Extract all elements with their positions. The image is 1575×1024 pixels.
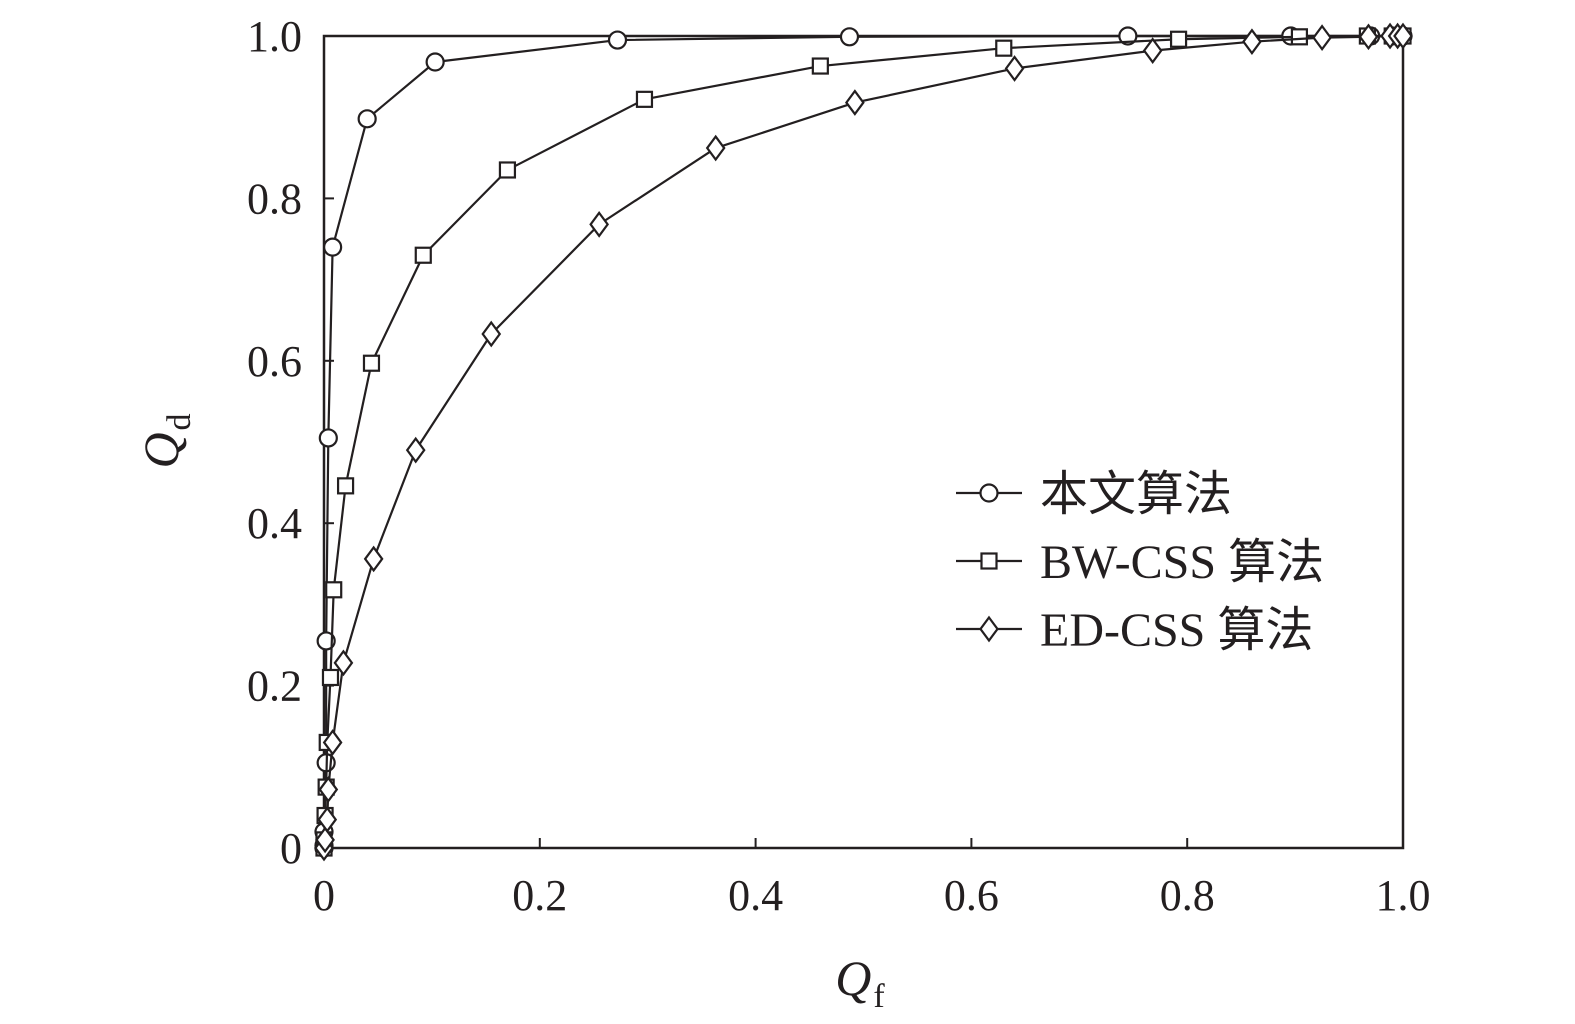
series-circle	[314, 26, 1413, 858]
data-point-diamond	[1242, 28, 1262, 56]
y-tick-label: 0.4	[247, 499, 302, 548]
legend-marker-square-icon	[980, 552, 998, 570]
legend-marker-circle-icon	[979, 483, 999, 503]
x-tick-label: 0.4	[728, 871, 783, 920]
data-point-square	[362, 354, 381, 372]
x-tick-label: 0.2	[512, 871, 567, 920]
x-tick-label: 0.6	[944, 871, 999, 920]
data-point-diamond	[845, 89, 865, 116]
data-point-square	[995, 39, 1013, 57]
data-point-square	[336, 477, 355, 495]
data-point-diamond	[318, 776, 339, 803]
series-line-circle	[322, 34, 1403, 848]
ticks-group: 0 0.2 0.4 0.6 0.8 1.0 0 0.2 0.4 0.6 0.8 1.0	[247, 12, 1431, 920]
series-line-diamond	[322, 34, 1403, 849]
data-point-diamond	[589, 211, 610, 238]
data-point-square	[1169, 30, 1188, 48]
legend-item-circle: 本文算法	[956, 468, 1232, 521]
plot-frame-group	[322, 34, 1405, 850]
legend: 本文算法 BW-CSS 算法 ED-CSS 算法	[956, 468, 1324, 657]
data-point-square	[1290, 28, 1309, 46]
series-group	[314, 22, 1413, 862]
y-tick-label: 1.0	[247, 12, 302, 61]
x-axis-title-main: Q	[835, 950, 871, 1006]
data-point-diamond	[1142, 37, 1163, 64]
x-tick-label: 0	[313, 871, 335, 920]
data-point-diamond	[363, 545, 384, 573]
data-point-diamond	[1393, 22, 1413, 50]
data-point-circle	[425, 52, 445, 72]
legend-label: ED-CSS 算法	[1040, 604, 1313, 657]
x-tick-label: 0.8	[1160, 871, 1215, 920]
data-point-diamond	[1004, 55, 1025, 82]
data-point-square	[811, 57, 829, 75]
data-point-diamond	[481, 320, 502, 348]
data-point-diamond	[315, 826, 335, 854]
data-point-circle	[839, 27, 860, 47]
data-point-diamond	[333, 649, 354, 677]
data-point-square	[414, 246, 432, 264]
series-line-square	[322, 34, 1403, 848]
data-point-square	[321, 668, 340, 687]
data-point-circle	[316, 631, 336, 651]
legend-label: 本文算法	[1040, 468, 1232, 521]
plot-frame	[322, 34, 1405, 850]
data-point-circle	[357, 109, 377, 129]
x-tick-label: 1.0	[1376, 871, 1431, 920]
data-point-square	[635, 90, 654, 108]
data-point-square	[325, 581, 343, 599]
x-axis-title-subscript: f	[873, 978, 885, 1015]
data-point-circle	[318, 428, 338, 448]
legend-item-diamond: ED-CSS 算法	[956, 604, 1313, 657]
y-tick-label: 0.6	[247, 337, 302, 386]
data-point-diamond	[1358, 23, 1379, 51]
y-axis-title-subscript: d	[161, 413, 198, 430]
data-point-circle	[1118, 26, 1138, 46]
y-tick-label: 0.8	[247, 174, 302, 223]
data-point-diamond	[405, 436, 426, 464]
legend-item-square: BW-CSS 算法	[956, 536, 1324, 589]
data-point-diamond	[317, 806, 338, 833]
data-point-diamond	[322, 729, 343, 756]
x-axis-title: Qf	[835, 950, 885, 1015]
data-point-circle	[607, 30, 628, 50]
data-point-square	[498, 161, 517, 179]
data-point-diamond	[1312, 24, 1332, 51]
y-axis-title: Qd	[133, 413, 198, 468]
series-diamond	[314, 22, 1413, 862]
data-point-circle	[323, 237, 343, 257]
series-square	[315, 27, 1412, 857]
data-point-diamond	[705, 134, 726, 162]
y-tick-label: 0	[280, 824, 302, 873]
y-tick-label: 0.2	[247, 662, 302, 711]
y-axis-title-main: Q	[133, 432, 189, 468]
legend-label: BW-CSS 算法	[1040, 536, 1324, 589]
legend-marker-diamond-icon	[979, 615, 999, 643]
